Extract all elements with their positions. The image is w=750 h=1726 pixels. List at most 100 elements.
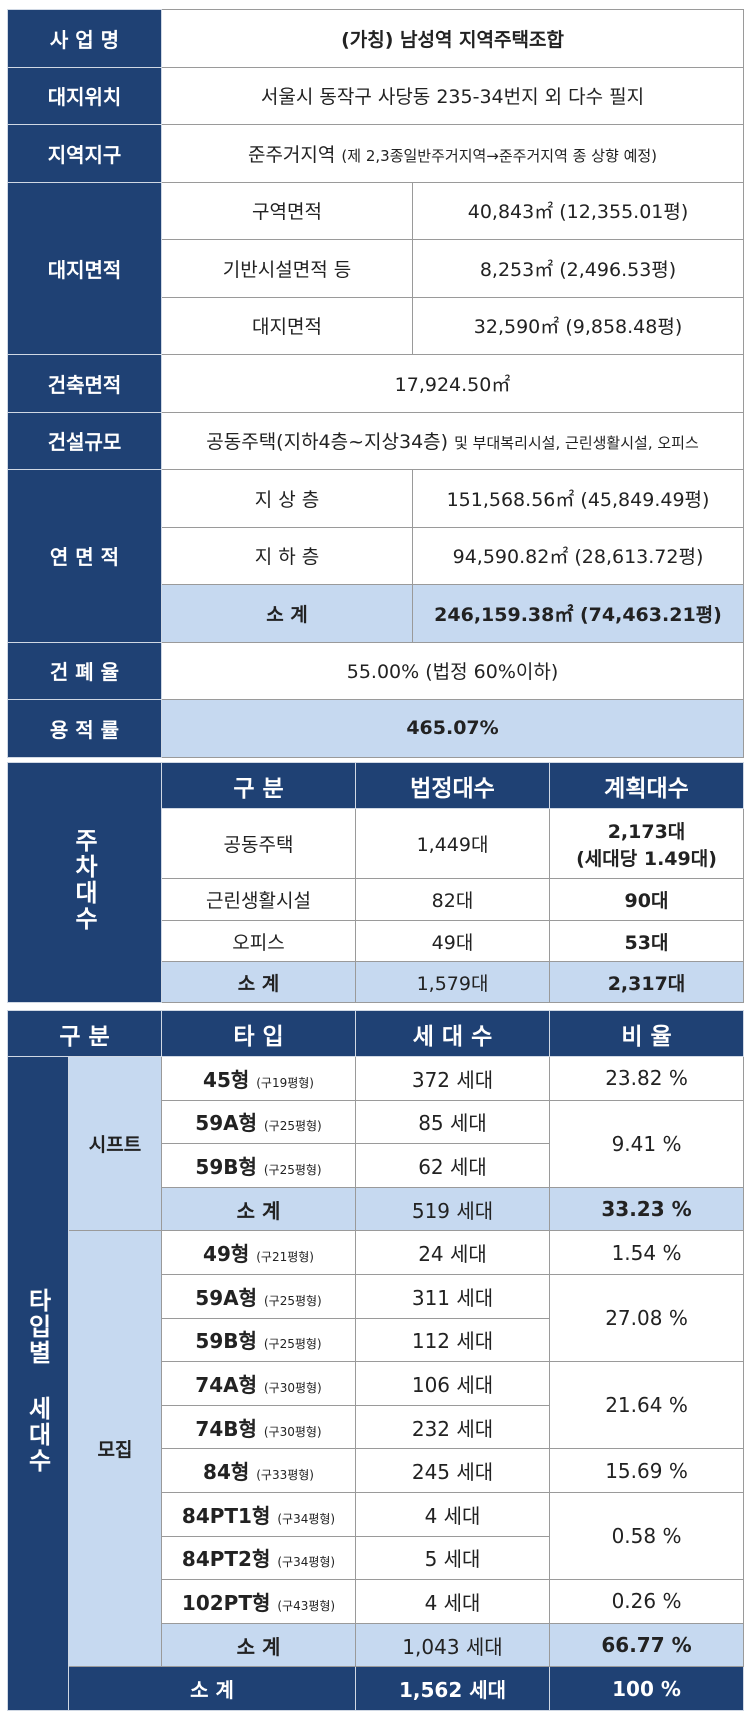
- count: 245 세대: [355, 1448, 551, 1493]
- type-note: (구34평형): [277, 1555, 336, 1570]
- legal: 1,579대: [355, 961, 550, 1003]
- value: 32,590㎡ (9,858.48평): [411, 296, 745, 355]
- parking-table: 주차대수 구 분 법정대수 계획대수 공동주택 1,449대 2,173대 (세대당 1.4…: [7, 762, 744, 1003]
- value: 55.00% (법정 60%이하): [160, 641, 745, 700]
- type: 59A형 (구25평형): [161, 1273, 357, 1319]
- ratio: 23.82 %: [549, 1056, 745, 1101]
- pyeong: (2,496.53평): [559, 258, 677, 281]
- total-ratio: 100 %: [549, 1666, 745, 1711]
- count: 85 세대: [355, 1099, 551, 1145]
- planned-note: (세대당 1.49대): [576, 847, 717, 870]
- type: 102PT형 (구43평형): [161, 1579, 357, 1624]
- label: 건설규모: [7, 411, 162, 470]
- row: 사 업 명 (가칭) 남성역 지역주택조합: [7, 9, 745, 68]
- row: 59B형 (구25평형) 62 세대: [8, 1143, 744, 1188]
- row: 건 폐 율 55.00% (법정 60%이하): [7, 641, 745, 700]
- row: 84PT2형 (구34평형) 5 세대: [8, 1535, 744, 1581]
- total-label: 소 계: [67, 1666, 357, 1711]
- value: (가칭) 남성역 지역주택조합: [160, 9, 745, 68]
- label: 용 적 률: [7, 699, 162, 758]
- area: 40,843㎡: [467, 201, 554, 224]
- pyeong: (12,355.01평): [559, 201, 689, 224]
- type: 45형 (구19평형): [161, 1056, 357, 1101]
- type-name: 59A형: [195, 1111, 257, 1136]
- sub-label: 대지면적: [161, 296, 413, 355]
- type: 74B형 (구30평형): [161, 1404, 357, 1450]
- row: 지역지구 준주거지역 (제 2,3종일반주거지역→준주거지역 종 상향 예정): [7, 124, 745, 183]
- legal: 49대: [355, 920, 550, 962]
- type-name: 59A형: [195, 1285, 257, 1310]
- planned-count: 2,173대: [607, 820, 686, 843]
- pyeong: (28,613.72평): [574, 546, 704, 569]
- legal: 82대: [355, 878, 550, 921]
- row: 대지위치 서울시 동작구 사당동 235-34번지 외 다수 필지: [7, 66, 745, 125]
- subtotal-label: 소 계: [161, 1622, 357, 1668]
- value-note: (제 2,3종일반주거지역→준주거지역 종 상향 예정): [341, 146, 658, 165]
- type-name: 74A형: [195, 1372, 257, 1397]
- units-label-text: 타입별 세대수: [23, 1287, 52, 1474]
- planned: 2,173대 (세대당 1.49대): [549, 808, 744, 879]
- type: 59B형 (구25평형): [161, 1143, 357, 1188]
- subtotal-ratio: 33.23 %: [549, 1186, 745, 1232]
- value: 준주거지역 (제 2,3종일반주거지역→준주거지역 종 상향 예정): [160, 124, 745, 183]
- type-name: 74B형: [195, 1416, 257, 1441]
- row: 건설규모 공동주택(지하4층~지상34층) 및 부대복리시설, 근린생활시설, 오…: [7, 411, 745, 470]
- label: 연 면 적: [7, 469, 162, 643]
- ratio: 21.64 %: [549, 1361, 745, 1450]
- type: 84PT2형 (구34평형): [161, 1535, 357, 1581]
- header: 구 분: [6, 1010, 163, 1057]
- count: 4 세대: [355, 1579, 551, 1624]
- type-name: 102PT형: [181, 1590, 271, 1615]
- label: 건축면적: [7, 354, 162, 413]
- label: 건 폐 율: [7, 641, 162, 700]
- type-name: 84PT1형: [181, 1503, 271, 1528]
- row: 84PT1형 (구34평형) 4 세대 0.58 %: [8, 1491, 745, 1581]
- value: 40,843㎡ (12,355.01평): [411, 181, 745, 240]
- row: 기반시설면적 등 8,253㎡ (2,496.53평): [8, 239, 745, 298]
- count: 62 세대: [355, 1143, 551, 1188]
- group-name: 시프트: [67, 1055, 163, 1232]
- area: 246,159.38㎡: [434, 603, 574, 626]
- label: 사 업 명: [7, 9, 162, 68]
- planned: 90대: [549, 878, 744, 921]
- area: 8,253㎡: [479, 258, 554, 281]
- type-note: (구21평형): [256, 1250, 314, 1265]
- header: 비 율: [549, 1010, 745, 1057]
- pyeong: (74,463.21평): [580, 603, 722, 626]
- ratio: 15.69 %: [549, 1448, 745, 1493]
- type-name: 84PT2형: [181, 1547, 271, 1572]
- value-note: 및 부대복리시설, 근린생활시설, 오피스: [454, 434, 699, 453]
- header: 계획대수: [549, 762, 744, 809]
- row: 59A형 (구25평형) 311 세대 27.08 %: [8, 1273, 745, 1363]
- type: 84형 (구33평형): [161, 1448, 357, 1493]
- type: 59B형 (구25평형): [161, 1317, 357, 1363]
- label: 지역지구: [7, 124, 162, 183]
- header: 구 분: [161, 762, 356, 809]
- row: 59A형 (구25평형) 85 세대 9.41 %: [8, 1099, 745, 1188]
- type-note: (구43평형): [277, 1598, 336, 1613]
- row: 용 적 률 465.07%: [7, 699, 745, 758]
- count: 112 세대: [355, 1317, 551, 1363]
- type-note: (구33평형): [256, 1468, 314, 1483]
- units-label: 타입별 세대수: [7, 1056, 69, 1711]
- count: 5 세대: [355, 1535, 551, 1581]
- value: 8,253㎡ (2,496.53평): [411, 239, 745, 298]
- row: 대지면적 구역면적 40,843㎡ (12,355.01평): [7, 181, 745, 355]
- row: 건축면적 17,924.50㎡: [7, 354, 745, 413]
- count: 372 세대: [355, 1056, 551, 1101]
- value: 94,590.82㎡ (28,613.72평): [411, 526, 745, 585]
- total-count: 1,562 세대: [355, 1666, 551, 1711]
- total-row: 소 계 1,562 세대 100 %: [8, 1666, 745, 1711]
- type-name: 59B형: [195, 1329, 257, 1354]
- row: 모집 49형 (구21평형) 24 세대 1.54 %: [8, 1230, 745, 1668]
- group-name: 모집: [67, 1230, 163, 1668]
- header: 타 입: [161, 1010, 357, 1057]
- value-main: 준주거지역: [247, 143, 336, 166]
- type: 84PT1형 (구34평형): [161, 1491, 357, 1537]
- sub-label: 소 계: [161, 584, 413, 643]
- label: 대지위치: [7, 66, 162, 125]
